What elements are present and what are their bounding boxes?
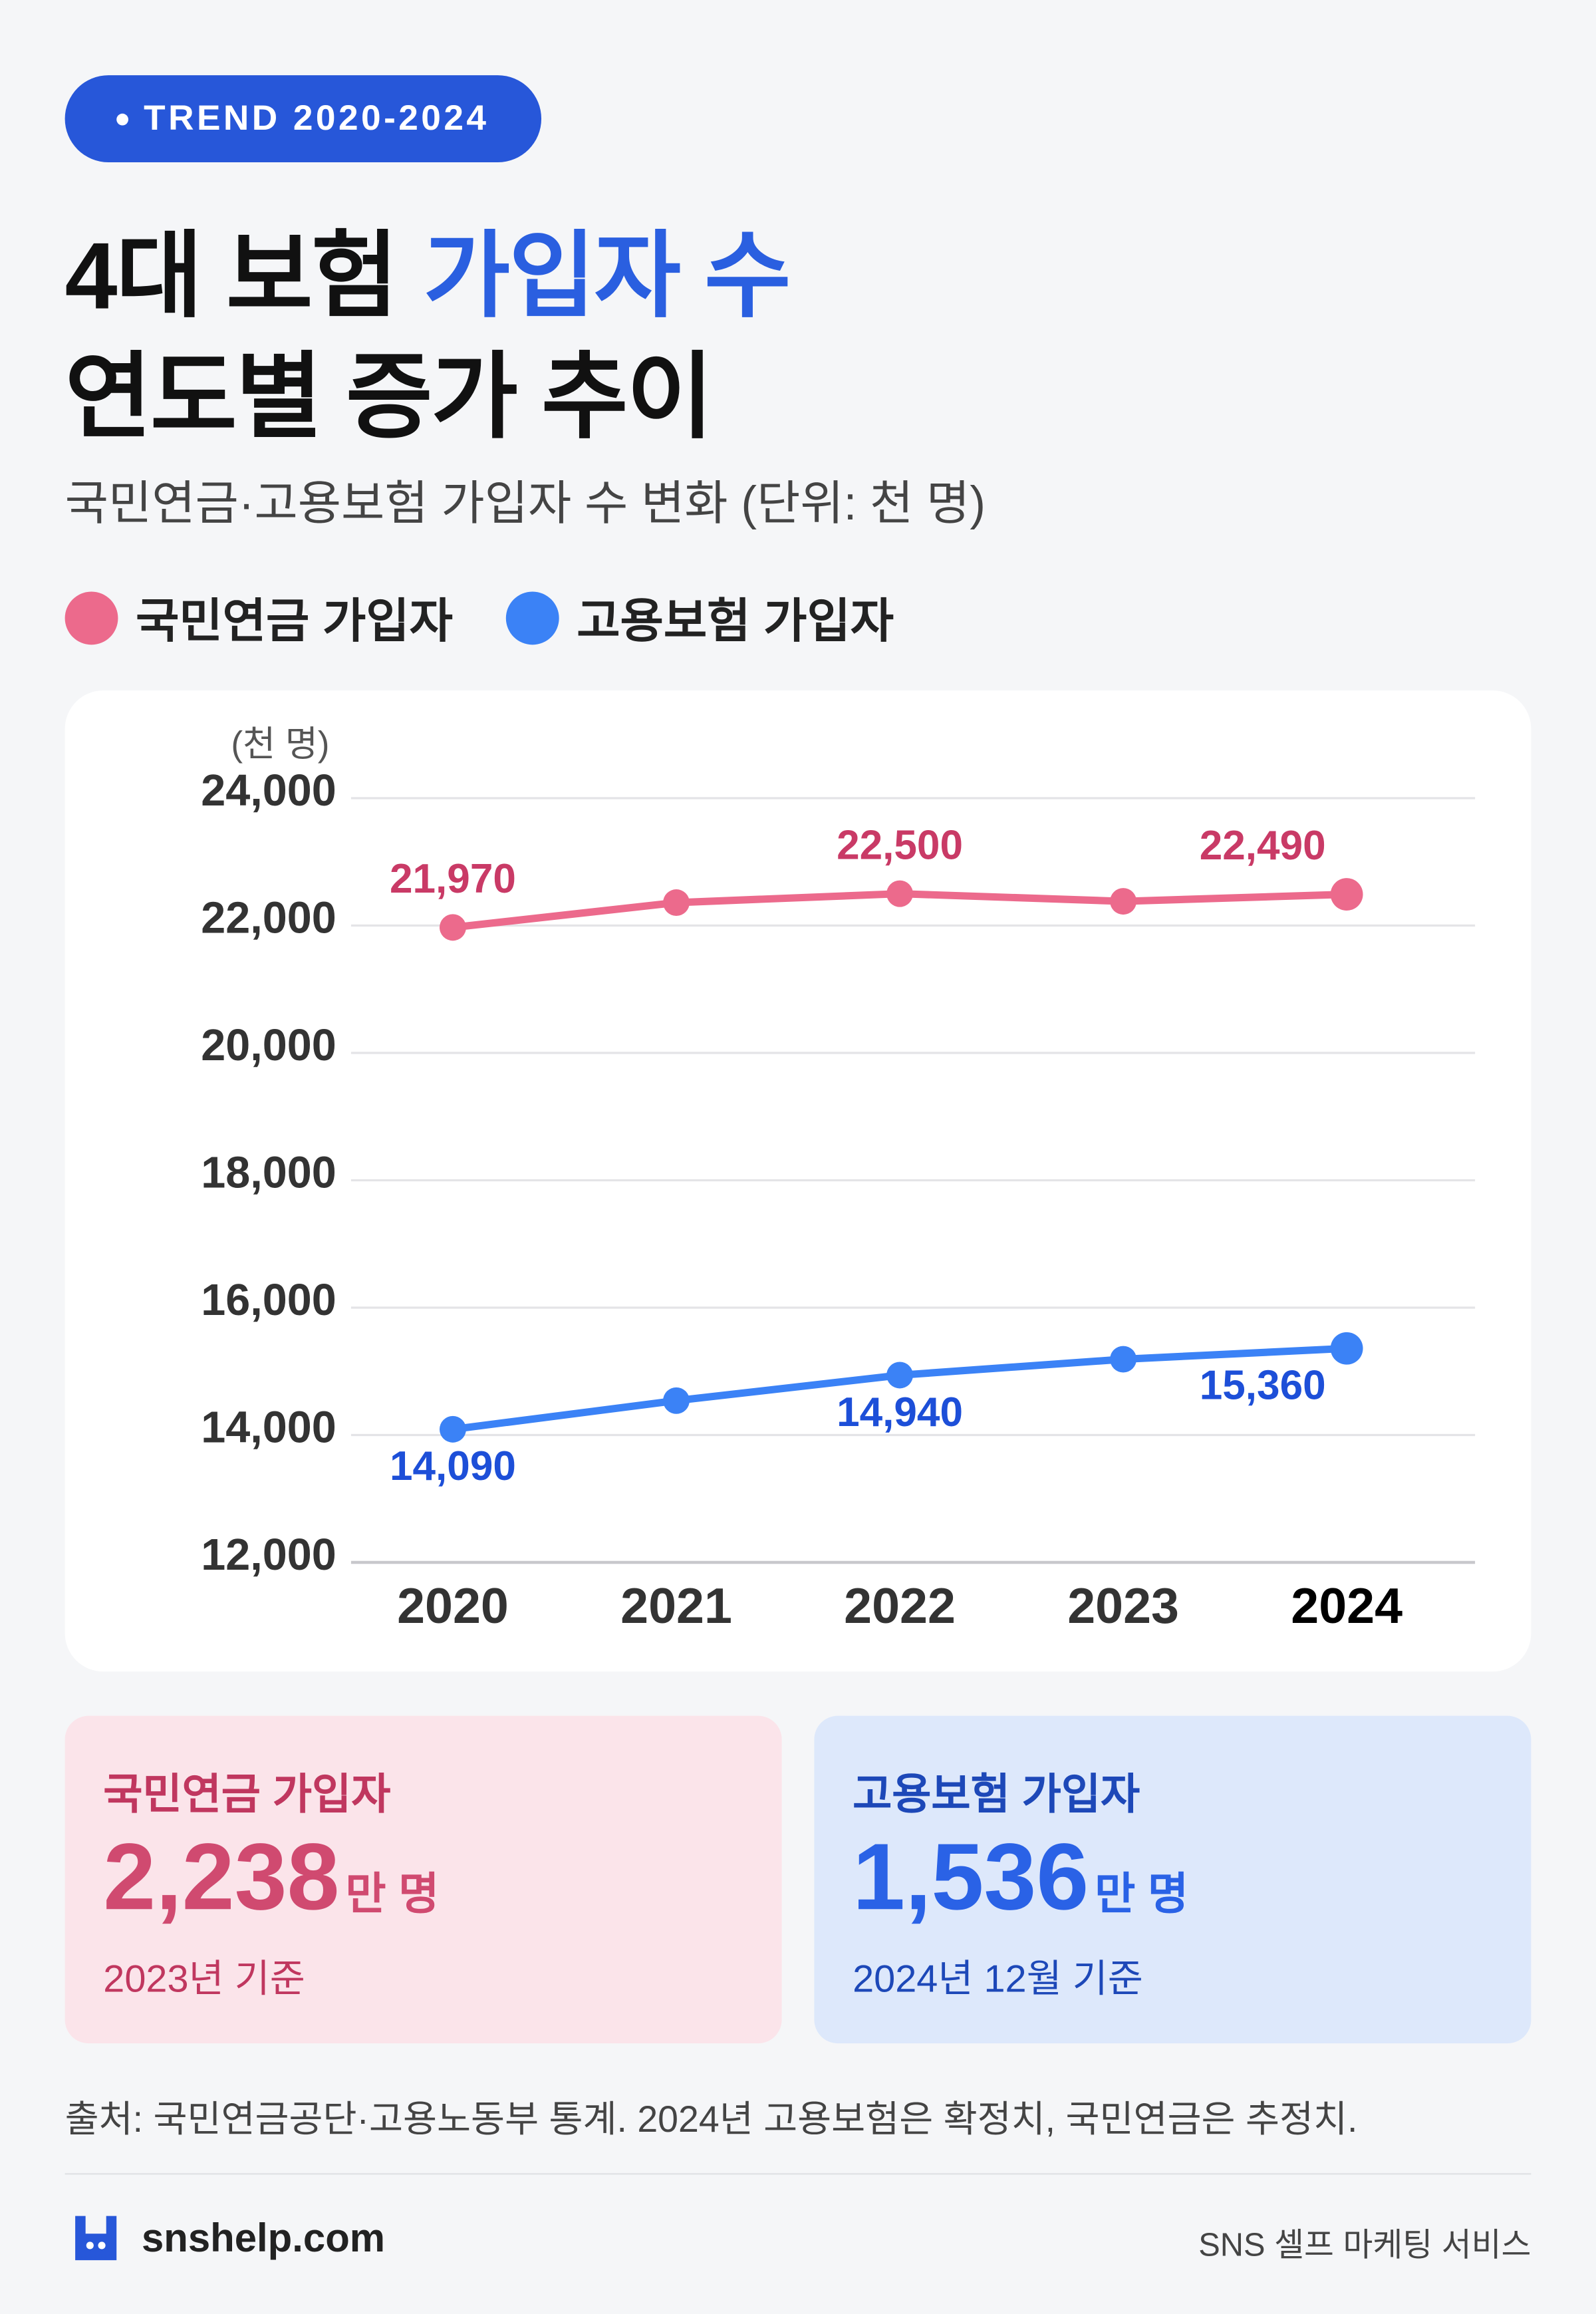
legend-dot [505, 591, 559, 645]
x-tick-label: 2020 [397, 1578, 509, 1634]
legend-item: 국민연금 가입자 [65, 584, 453, 652]
legend-dot [65, 591, 118, 645]
point [1330, 878, 1363, 911]
y-tick-label: 20,000 [201, 1021, 336, 1070]
title-line: 연도별 증가 추이 [65, 343, 714, 450]
badge-text: TREND 2020-2024 [144, 98, 489, 138]
value-label: 14,090 [390, 1443, 516, 1489]
point [439, 914, 466, 941]
unit: 만 명 [1095, 1870, 1189, 1920]
card-label: 국민연금 가입자 [103, 1771, 391, 1819]
legend: 국민연금 가입자 고용보험 가입자 [65, 584, 894, 652]
y-tick-label: 16,000 [201, 1276, 336, 1325]
value-label: 22,490 [1200, 823, 1326, 869]
point [439, 1415, 466, 1443]
legend-label: 고용보험 가입자 [577, 594, 894, 648]
title-part: 4대 보험 [65, 222, 398, 329]
legend-item: 고용보험 가입자 [505, 584, 894, 652]
y-tick-label: 12,000 [201, 1530, 336, 1580]
point [663, 889, 690, 916]
x-tick-label: 2021 [620, 1578, 732, 1634]
y-axis-label: (천 명) [231, 724, 329, 764]
point [663, 1387, 690, 1414]
x-tick-label: 2024 [1291, 1578, 1402, 1634]
legend-label: 국민연금 가입자 [136, 594, 453, 648]
value: 2,238 [103, 1823, 340, 1930]
chart: (천 명) 12,000 14,000 16,000 18,000 20,000 22,00… [201, 724, 1476, 1634]
value-label: 15,360 [1200, 1363, 1326, 1409]
service: SNS 셀프 마케팅 서비스 [1198, 2226, 1531, 2263]
chart-panel: (천 명) 12,000 14,000 16,000 18,000 20,000 22,00… [65, 690, 1531, 1672]
x-tick-label: 2022 [844, 1578, 956, 1634]
value-label: 14,940 [837, 1389, 963, 1435]
card-note: 2023년 기준 [103, 1956, 305, 2001]
value-label: 22,500 [837, 822, 963, 868]
point [1330, 1332, 1363, 1365]
card-label: 고용보험 가입자 [853, 1771, 1140, 1819]
value: 1,536 [853, 1823, 1089, 1930]
y-tick-label: 24,000 [201, 766, 336, 815]
badge: TREND 2020-2024 [65, 75, 542, 162]
card-note: 2024년 12월 기준 [853, 1956, 1143, 2001]
y-tick-label: 18,000 [201, 1148, 336, 1197]
stat-card: 고용보험 가입자 1,536 만 명 2024년 12월 기준 [814, 1715, 1531, 2044]
source: 출처: 국민연금공단·고용노동부 통계. 2024년 고용보험은 확정치, 국민… [65, 2099, 1358, 2141]
logo [75, 2216, 117, 2261]
point [1110, 1346, 1137, 1373]
point [1110, 888, 1137, 915]
card-value: 1,536 만 명 [853, 1822, 1188, 1931]
point [886, 880, 914, 907]
title-highlight: 가입자 수 [423, 222, 791, 329]
subtitle: 국민연금·고용보험 가입자 수 변화 (단위: 천 명) [65, 476, 986, 530]
value-label: 21,970 [390, 856, 516, 902]
y-tick-label: 22,000 [201, 893, 336, 942]
point [886, 1362, 914, 1389]
card-value: 2,238 만 명 [103, 1822, 439, 1931]
title-line: 4대 보험 가입자 수 [65, 201, 791, 337]
unit: 만 명 [345, 1870, 440, 1920]
x-tick-label: 2023 [1067, 1578, 1179, 1634]
divider [65, 2173, 1531, 2175]
stat-card: 국민연금 가입자 2,238 만 명 2023년 기준 [65, 1715, 782, 2044]
y-tick-label: 14,000 [201, 1403, 336, 1452]
brand: snshelp.com [141, 2216, 386, 2261]
